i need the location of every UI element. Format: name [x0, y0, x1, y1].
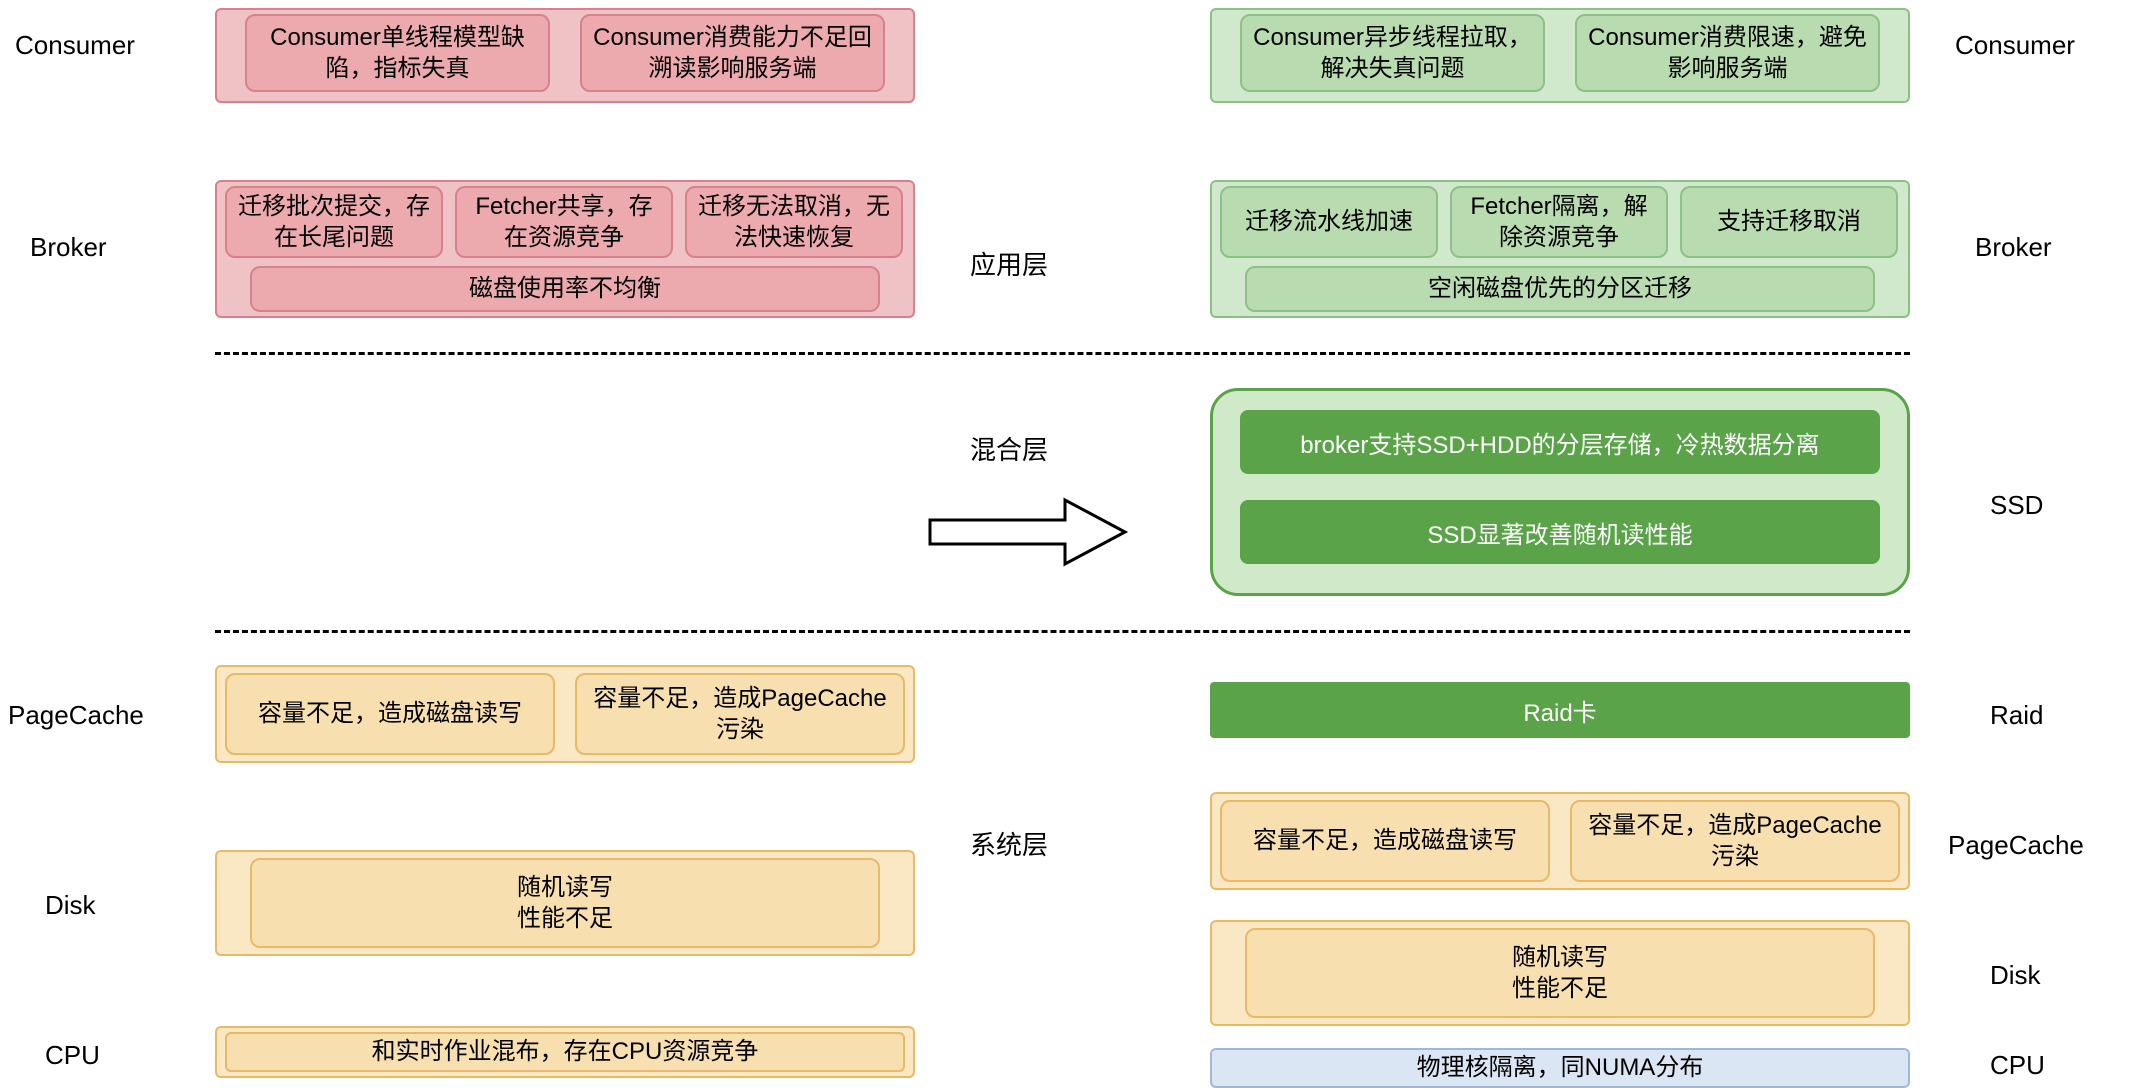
- ssd-box2: SSD显著改善随机读性能: [1240, 500, 1880, 564]
- ssd-box1: broker支持SSD+HDD的分层存储，冷热数据分离: [1240, 410, 1880, 474]
- left-consumer-box1: Consumer单线程模型缺陷，指标失真: [245, 14, 550, 92]
- raid-box: Raid卡: [1210, 682, 1910, 738]
- label-raid-right: Raid: [1990, 700, 2043, 731]
- label-consumer-left: Consumer: [15, 30, 135, 61]
- left-broker-b2: Fetcher共享，存在资源竞争: [455, 186, 673, 258]
- label-hybrid-layer: 混合层: [970, 430, 1048, 467]
- label-app-layer: 应用层: [970, 245, 1048, 282]
- left-pagecache-p1: 容量不足，造成磁盘读写: [225, 673, 555, 755]
- left-cpu-c1: 和实时作业混布，存在CPU资源竞争: [225, 1032, 905, 1072]
- left-broker-b1: 迁移批次提交，存在长尾问题: [225, 186, 443, 258]
- right-broker-b3: 支持迁移取消: [1680, 186, 1898, 258]
- right-consumer-box1: Consumer异步线程拉取，解决失真问题: [1240, 14, 1545, 92]
- left-pagecache-p2: 容量不足，造成PageCache污染: [575, 673, 905, 755]
- dashed-divider-1: [215, 352, 1910, 355]
- dashed-divider-2: [215, 630, 1910, 633]
- arrow-icon: [925, 492, 1135, 572]
- right-broker-b1: 迁移流水线加速: [1220, 186, 1438, 258]
- right-broker-b4: 空闲磁盘优先的分区迁移: [1245, 266, 1875, 312]
- label-broker-right: Broker: [1975, 232, 2052, 263]
- left-broker-b3: 迁移无法取消，无法快速恢复: [685, 186, 903, 258]
- label-broker-left: Broker: [30, 232, 107, 263]
- left-consumer-box2: Consumer消费能力不足回溯读影响服务端: [580, 14, 885, 92]
- right-broker-b2: Fetcher隔离，解除资源竞争: [1450, 186, 1668, 258]
- left-disk-d1: 随机读写 性能不足: [250, 858, 880, 948]
- label-cpu-right: CPU: [1990, 1050, 2045, 1081]
- right-consumer-box2: Consumer消费限速，避免影响服务端: [1575, 14, 1880, 92]
- label-disk-right: Disk: [1990, 960, 2041, 991]
- label-consumer-right: Consumer: [1955, 30, 2075, 61]
- label-pagecache-right: PageCache: [1948, 830, 2084, 861]
- label-disk-left: Disk: [45, 890, 96, 921]
- right-pagecache-p1: 容量不足，造成磁盘读写: [1220, 800, 1550, 882]
- right-pagecache-p2: 容量不足，造成PageCache污染: [1570, 800, 1900, 882]
- label-ssd-right: SSD: [1990, 490, 2043, 521]
- right-disk-d1: 随机读写 性能不足: [1245, 928, 1875, 1018]
- right-cpu-c1: 物理核隔离，同NUMA分布: [1210, 1048, 1910, 1088]
- label-pagecache-left: PageCache: [8, 700, 144, 731]
- label-cpu-left: CPU: [45, 1040, 100, 1071]
- label-system-layer: 系统层: [970, 825, 1048, 862]
- left-broker-b4: 磁盘使用率不均衡: [250, 266, 880, 312]
